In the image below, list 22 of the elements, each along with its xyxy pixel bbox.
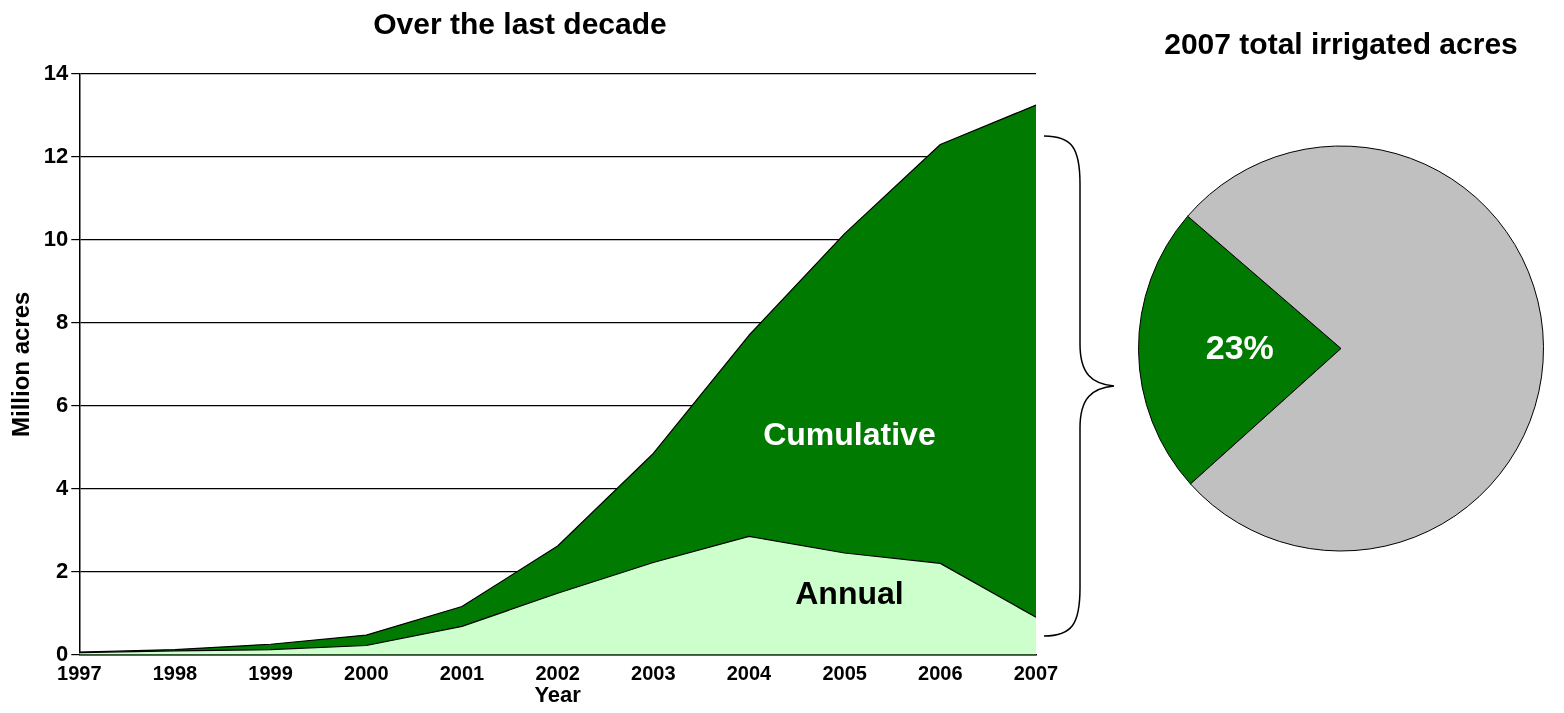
y-axis-title: Million acres	[7, 291, 35, 437]
y-tick-label: 12	[43, 143, 69, 169]
series-label: Annual	[795, 575, 904, 612]
x-tick-label: 2001	[439, 662, 485, 685]
y-tick-label: 10	[43, 225, 69, 251]
chart-title: Over the last decade	[373, 7, 667, 41]
x-tick-label: 2005	[822, 662, 867, 685]
data-label: 23%	[1205, 327, 1274, 366]
x-tick-label: 2006	[918, 662, 963, 685]
x-tick-label: 2000	[344, 662, 389, 685]
chart-title: 2007 total irrigated acres	[1164, 27, 1518, 61]
x-tick-label: 2003	[631, 662, 676, 685]
x-tick-label: 2007	[1013, 662, 1059, 685]
x-tick-label: 1999	[248, 662, 293, 685]
y-tick-label: 8	[56, 308, 69, 334]
series-label: Cumulative	[763, 415, 936, 452]
x-tick-label: 1998	[152, 662, 198, 685]
y-tick-label: 4	[56, 474, 70, 500]
y-tick-label: 14	[43, 60, 70, 86]
y-tick-label: 6	[56, 391, 69, 417]
y-tick-label: 2	[56, 557, 69, 583]
x-tick-label: 2004	[726, 662, 773, 685]
